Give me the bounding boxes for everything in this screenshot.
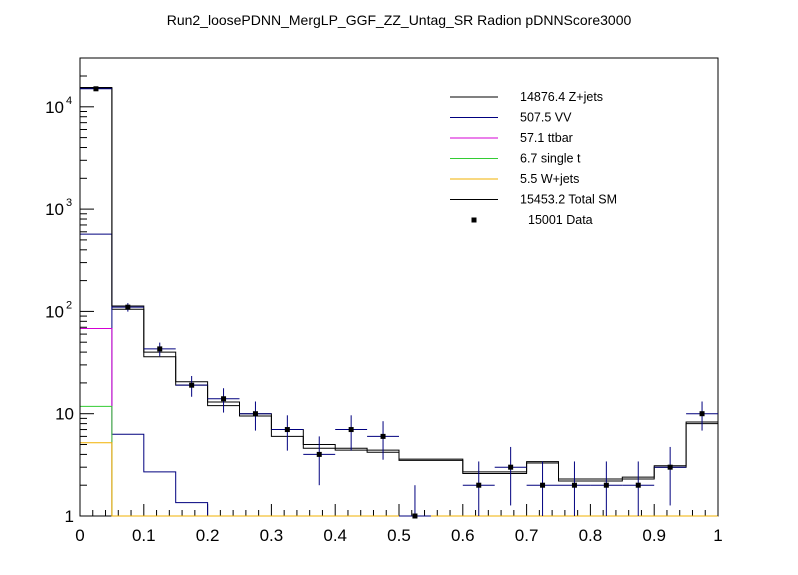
legend-label: 15453.2 Total SM	[520, 193, 617, 207]
y-tick-label: 1	[65, 507, 74, 526]
hist-total-sm	[79, 86, 719, 516]
x-tick-label: 1	[713, 526, 722, 545]
legend-label: 15001 Data	[528, 213, 593, 227]
data-point	[412, 513, 418, 519]
y-tick-label: 10	[45, 302, 64, 321]
x-tick-label: 0.7	[515, 526, 539, 545]
legend-data-marker	[471, 217, 477, 223]
data-point	[316, 451, 322, 457]
data-point	[603, 482, 609, 488]
legend-label: 5.5 W+jets	[520, 172, 579, 186]
legend-label: 507.5 VV	[520, 111, 572, 125]
plot-frame	[79, 57, 719, 517]
y-tick-label: 10	[45, 200, 64, 219]
data-point	[189, 382, 195, 388]
data-points	[80, 86, 718, 519]
y-tick-exponent: 3	[66, 197, 72, 209]
x-tick-label: 0	[75, 526, 84, 545]
x-tick-label: 0.8	[579, 526, 603, 545]
legend-label: 14876.4 Z+jets	[520, 90, 603, 104]
data-point	[635, 482, 641, 488]
x-axis: 0 0.1 0.2 0.3 0.4 0.5 0.6 0.7 0.8 0.9 1	[75, 504, 723, 545]
data-point	[667, 464, 673, 470]
x-tick-label: 0.5	[387, 526, 411, 545]
x-tick-label: 0.1	[132, 526, 156, 545]
chart-title: Run2_loosePDNN_MergLP_GGF_ZZ_Untag_SR Ra…	[167, 12, 632, 28]
data-point	[508, 464, 514, 470]
data-point	[540, 482, 546, 488]
y-tick-label: 10	[55, 405, 74, 424]
legend: 14876.4 Z+jets 507.5 VV 57.1 ttbar 6.7 sing…	[450, 90, 617, 227]
data-point	[284, 427, 290, 433]
x-tick-label: 0.3	[260, 526, 284, 545]
x-tick-label: 0.6	[451, 526, 475, 545]
y-tick-exponent: 4	[66, 95, 72, 107]
y-tick-exponent: 2	[66, 299, 72, 311]
x-tick-label: 0.9	[642, 526, 666, 545]
data-point	[476, 482, 482, 488]
legend-label: 6.7 single t	[520, 152, 581, 166]
data-point	[221, 396, 227, 402]
y-tick-label: 10	[45, 98, 64, 117]
hist-w-jets	[79, 442, 718, 517]
data-point	[157, 346, 163, 352]
data-point	[93, 86, 99, 92]
data-point	[380, 433, 386, 439]
x-tick-label: 0.2	[196, 526, 220, 545]
data-point	[348, 427, 354, 433]
x-tick-label: 0.4	[323, 526, 347, 545]
data-point	[252, 411, 258, 417]
data-point	[125, 304, 131, 310]
histogram-series	[79, 86, 719, 517]
data-point	[571, 482, 577, 488]
legend-label: 57.1 ttbar	[520, 131, 573, 145]
data-point	[699, 411, 705, 417]
